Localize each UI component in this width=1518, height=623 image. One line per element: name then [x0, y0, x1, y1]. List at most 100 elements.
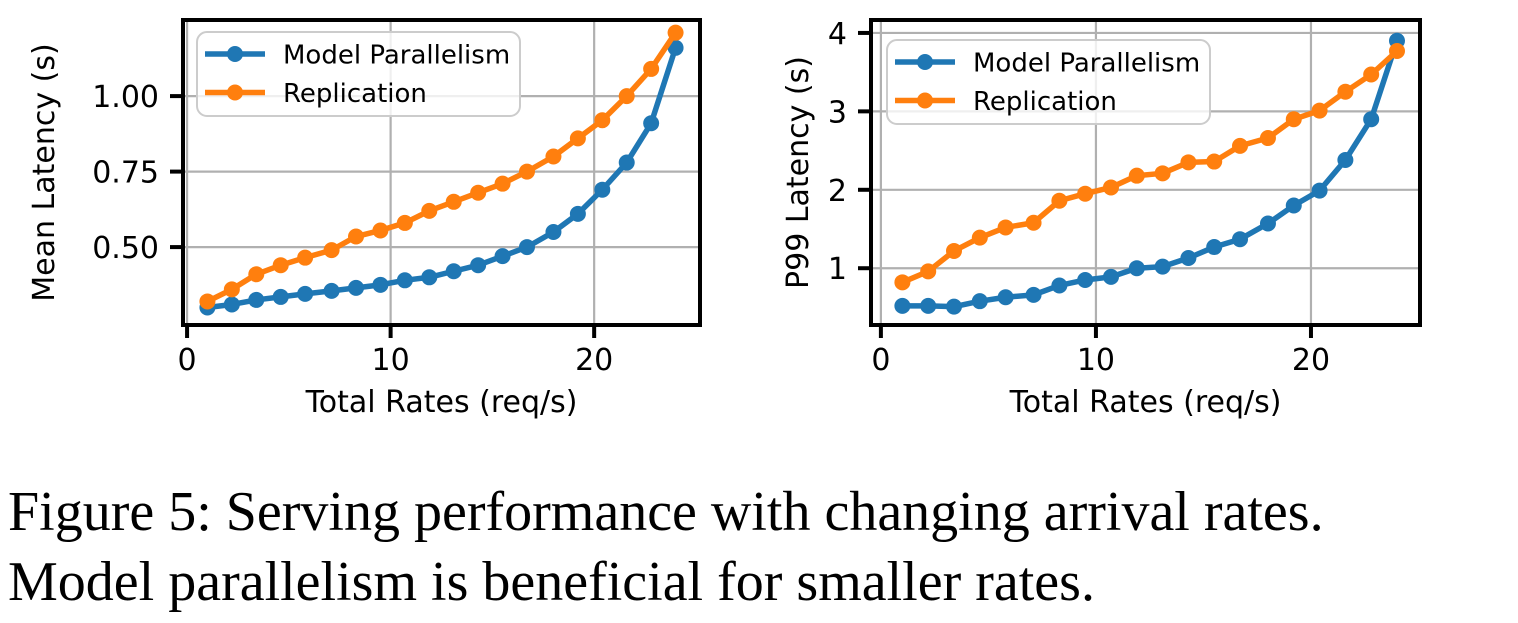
data-point [470, 184, 487, 201]
data-point [323, 242, 340, 259]
data-point [1388, 42, 1405, 59]
data-point [445, 263, 462, 280]
data-point [946, 242, 963, 259]
data-point [1077, 271, 1094, 288]
y-tick-label: 3 [828, 95, 847, 130]
data-point [569, 130, 586, 147]
y-tick-label: 0.75 [92, 156, 159, 191]
y-tick-label: 2 [828, 174, 847, 209]
data-point [518, 163, 535, 180]
data-point [643, 60, 660, 77]
data-point [348, 228, 365, 245]
data-point [470, 257, 487, 274]
series-replication [894, 42, 1405, 291]
data-point [323, 282, 340, 299]
data-point [248, 291, 265, 308]
data-point [1025, 214, 1042, 231]
charts-row: 0 10 20 0.50 0.75 1.00 Total Rates (req/s) Mean… [27, 17, 1422, 420]
data-point [894, 274, 911, 291]
data-point [667, 39, 684, 56]
legend-label: Model Parallelism [973, 49, 1200, 79]
y-axis-label: Mean Latency (s) [27, 43, 62, 301]
data-point [297, 249, 314, 266]
data-point [618, 154, 635, 171]
data-point [1025, 286, 1042, 303]
x-tick-label: 10 [372, 343, 410, 378]
data-point [1311, 182, 1328, 199]
data-point [667, 24, 684, 41]
x-tick-label: 10 [1077, 343, 1115, 378]
legend-marker-sample [917, 92, 933, 109]
data-point [1232, 231, 1249, 248]
y-tick-label: 1 [828, 252, 847, 287]
data-point [1128, 260, 1145, 277]
data-point [946, 298, 963, 315]
data-point [372, 276, 389, 293]
figure-caption: Figure 5: Serving performance with chang… [8, 477, 1514, 617]
data-point [445, 193, 462, 210]
legend-box [886, 39, 1211, 125]
data-point [494, 175, 511, 192]
data-point [545, 223, 562, 240]
data-point [1180, 154, 1197, 171]
data-point [297, 285, 314, 302]
series-replication [199, 24, 684, 310]
data-point [920, 263, 937, 280]
x-axis-label: Total Rates (req/s) [1009, 385, 1282, 420]
data-point [1363, 111, 1380, 128]
data-point [1051, 277, 1068, 294]
x-axis-label: Total Rates (req/s) [305, 385, 578, 420]
data-point [1180, 250, 1197, 267]
plot-border [869, 18, 1422, 327]
data-point [1128, 167, 1145, 184]
data-point [971, 229, 988, 246]
data-point [1154, 258, 1171, 275]
legend-label: Model Parallelism [283, 41, 510, 71]
data-point [1337, 83, 1354, 100]
data-point [1285, 111, 1302, 128]
p99-latency-chart: 0 10 20 1 2 3 4 Total Rates (req/s) P99 Latency … [781, 17, 1422, 420]
legend: Model Parallelism Replication [886, 39, 1211, 125]
data-point [1311, 102, 1328, 119]
data-point [1206, 239, 1223, 256]
x-tick-label: 20 [1292, 343, 1330, 378]
data-point [1232, 137, 1249, 154]
data-point [1259, 130, 1276, 147]
data-point [1285, 197, 1302, 214]
legend-marker-sample [917, 54, 933, 70]
x-tick-label: 0 [178, 343, 197, 378]
data-point [1337, 151, 1354, 168]
data-point [1102, 268, 1119, 285]
mean-latency-chart: 0 10 20 0.50 0.75 1.00 Total Rates (req/s) Mean… [27, 18, 702, 420]
x-tick-label: 0 [871, 343, 890, 378]
data-point [248, 266, 265, 283]
data-point [223, 296, 240, 313]
data-point [1077, 185, 1094, 202]
data-point [618, 88, 635, 105]
data-point [1259, 215, 1276, 232]
data-point [1206, 153, 1223, 170]
data-point [494, 248, 511, 265]
data-point [594, 112, 611, 129]
data-point [569, 205, 586, 222]
caption-line-2: Model parallelism is beneficial for smal… [8, 551, 1095, 613]
data-point [421, 269, 438, 286]
data-point [1363, 66, 1380, 83]
data-point [396, 214, 413, 231]
data-point [1102, 179, 1119, 196]
data-point [594, 181, 611, 198]
data-point [971, 293, 988, 310]
x-tick-label: 20 [575, 343, 613, 378]
y-tick-label: 0.50 [92, 231, 159, 266]
data-point [372, 222, 389, 239]
data-point [997, 219, 1014, 236]
caption-line-1: Figure 5: Serving performance with chang… [8, 481, 1324, 543]
legend-marker-sample [227, 84, 243, 101]
data-point [396, 272, 413, 289]
data-point [545, 148, 562, 165]
y-tick-label: 1.00 [92, 80, 159, 115]
data-point [518, 239, 535, 256]
legend-marker-sample [227, 46, 243, 62]
data-point [421, 202, 438, 219]
